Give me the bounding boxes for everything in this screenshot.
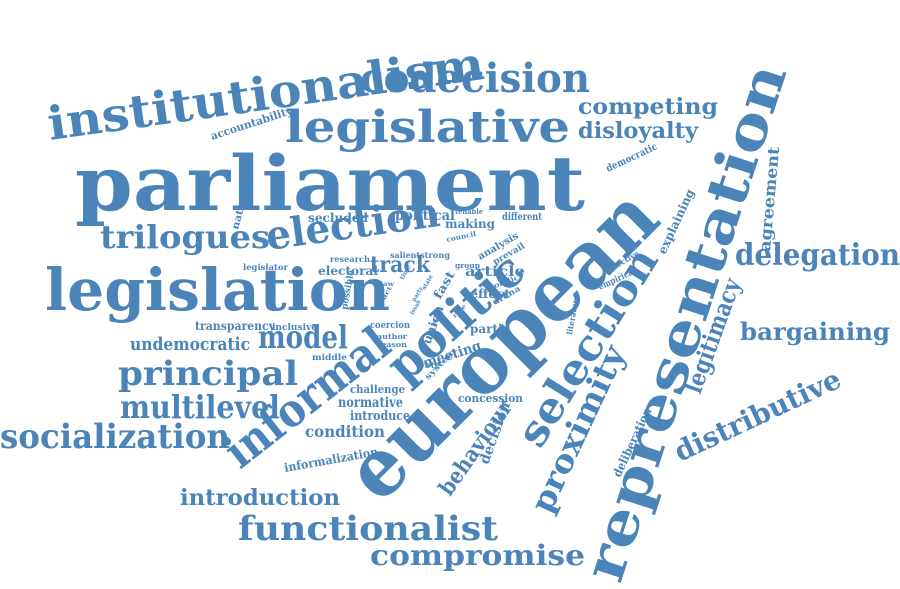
word-normative: normative [338,395,403,411]
word-principal: principal [118,354,298,394]
word-condition: condition [305,422,385,441]
word-effect: effect [470,287,510,301]
word-making: making [445,217,496,231]
word-multilevel: multilevel [120,388,280,426]
word-legislator: legislator [243,262,289,272]
word-undemocratic: undemocratic [130,334,250,355]
word-legislation: legislation [45,256,390,324]
word-legislative: legislative [285,102,570,153]
word-track: track [370,252,431,278]
word-council: council [446,229,478,244]
word-compromise: compromise [370,539,585,572]
word-middle: middle [312,352,347,362]
word-partie: partie [470,322,510,336]
word-disloyalty: disloyalty [578,118,699,144]
word-article: article [465,264,525,280]
word-concession: concession [458,392,523,405]
word-research: research [330,254,370,264]
word-different: different [502,212,542,223]
word-model: model [258,318,348,356]
word-electoral: electoral [318,264,378,278]
word-trilogues: trilogues [100,218,270,256]
word-delegation: delegation [735,238,900,273]
word-salient: salient [390,250,420,260]
word-inclusive: inclusive [272,323,317,333]
word-bargaining: bargaining [740,317,890,346]
word-democratic: democratic [605,142,659,175]
word-group: group [455,261,480,270]
word-vote: vote [419,360,440,370]
word-transparency: transparency [195,319,276,333]
word-challenge: challenge [350,383,405,396]
word-reason: reason [377,340,407,349]
word-author: author [377,332,407,341]
word-introduction: introduction [180,485,340,511]
word-parliament: parliament [75,139,585,228]
word-tenable: tenable [455,207,484,216]
word-law: law [380,281,395,288]
word-functionalist: functionalist [238,509,498,549]
word-secluded: secluded [308,211,369,225]
word-coercion: coercion [370,321,410,331]
word-competing: competing [578,94,718,120]
word-introduce: introduce [350,409,410,424]
word-political: political [395,208,455,224]
word-codecision: codecision [360,55,590,102]
word-strong: strong [420,250,450,260]
word-socialization: socialization [0,417,230,457]
